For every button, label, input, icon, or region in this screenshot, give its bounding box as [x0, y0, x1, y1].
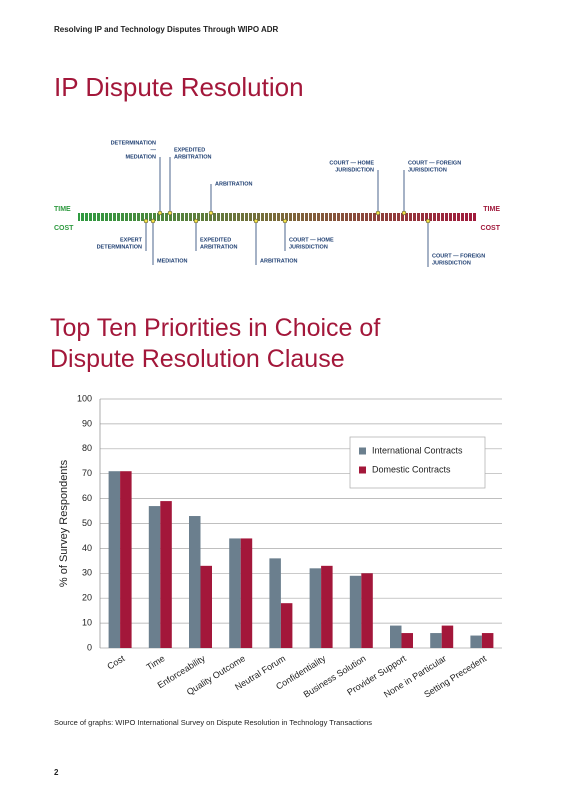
bar — [148, 506, 161, 648]
y-tick-label: 90 — [82, 418, 92, 428]
running-header: Resolving IP and Technology Disputes Thr… — [54, 25, 279, 34]
timeline-label: — — [151, 147, 157, 153]
timeline-label: JURISDICTION — [408, 167, 447, 173]
page-number: 2 — [54, 768, 59, 777]
y-tick-label: 30 — [82, 568, 92, 578]
timeline-label: ARBITRATION — [260, 258, 298, 264]
bar — [361, 573, 373, 648]
timeline-label: EXPEDITED — [174, 147, 205, 153]
time-label: TIME — [54, 206, 71, 213]
bar — [430, 633, 442, 648]
marker-dot — [253, 218, 259, 224]
y-tick-label: 10 — [82, 617, 92, 627]
bar — [470, 635, 482, 648]
timeline-label: MEDIATION — [157, 258, 187, 264]
marker-dot — [157, 210, 163, 216]
timeline-label: MEDIATION — [126, 154, 156, 160]
timeline-label: COURT — HOME — [329, 160, 374, 166]
bar — [160, 501, 172, 648]
marker-dot — [143, 218, 149, 224]
y-tick-label: 50 — [82, 518, 92, 528]
timeline-label: JURISDICTION — [335, 167, 374, 173]
bar — [280, 603, 293, 648]
marker-dot — [425, 218, 431, 224]
legend-swatch — [359, 466, 366, 474]
source-note: Source of graphs: WIPO International Sur… — [54, 718, 372, 727]
y-tick-label: 20 — [82, 593, 92, 603]
chart: 0 10 20 30 40 50 60 70 80 90 100 % of Survey Respon… — [58, 393, 502, 700]
timeline-label: JURISDICTION — [289, 244, 328, 250]
time-label: TIME — [483, 206, 500, 213]
bar — [108, 471, 121, 648]
y-tick-label: 70 — [82, 468, 92, 478]
x-tick-label: Time — [145, 653, 167, 672]
bar — [240, 538, 253, 648]
y-tick-label: 0 — [87, 642, 92, 652]
y-axis-label: % of Survey Respondents — [58, 459, 70, 587]
y-tick-label: 60 — [82, 493, 92, 503]
bar — [481, 633, 494, 648]
bar — [269, 558, 281, 648]
bar — [390, 625, 402, 648]
marker-dot — [150, 218, 156, 224]
page-title: IP Dispute Resolution — [54, 72, 304, 102]
cost-label: COST — [481, 225, 501, 232]
bar — [441, 625, 454, 648]
timeline-label: COURT — HOME — [289, 237, 334, 243]
legend-swatch — [359, 447, 366, 455]
timeline-label: COURT — FOREIGN — [432, 253, 485, 259]
timeline-label: DETERMINATION — [111, 140, 156, 146]
y-tick-label: 40 — [82, 543, 92, 553]
y-tick-label: 100 — [77, 393, 92, 403]
timeline-label: ARBITRATION — [200, 244, 238, 250]
marker-dot — [375, 210, 381, 216]
timeline-label: EXPEDITED — [200, 237, 231, 243]
bar — [309, 568, 322, 648]
timeline-label: ARBITRATION — [174, 154, 212, 160]
marker-dot — [208, 210, 214, 216]
marker-dot — [282, 218, 288, 224]
marker-dot — [167, 210, 173, 216]
marker-dot — [193, 218, 199, 224]
timeline-label: JURISDICTION — [432, 260, 471, 266]
bar — [200, 565, 212, 648]
cost-label: COST — [54, 225, 74, 232]
bar — [229, 538, 241, 648]
bar — [401, 633, 413, 648]
legend-box — [349, 436, 486, 489]
chart-title: Top Ten Priorities in Choice of Dispute … — [50, 314, 381, 373]
timeline-stripes — [78, 213, 476, 221]
bar — [189, 516, 201, 648]
legend-label: Domestic Contracts — [372, 464, 451, 474]
x-tick-label: Cost — [105, 653, 126, 672]
timeline-diagram: TIME COST TIME COST EXPERTDETERMINATION—… — [54, 140, 501, 267]
y-tick-label: 80 — [82, 443, 92, 453]
timeline-label: COURT — FOREIGN — [408, 160, 461, 166]
marker-dot — [401, 210, 407, 216]
timeline-label: DETERMINATION — [97, 244, 142, 250]
bar — [349, 575, 362, 648]
bar — [120, 471, 132, 648]
bar — [321, 565, 333, 648]
timeline-label: EXPERT — [120, 237, 143, 243]
timeline-label: ARBITRATION — [215, 181, 253, 187]
legend-label: International Contracts — [372, 445, 463, 455]
